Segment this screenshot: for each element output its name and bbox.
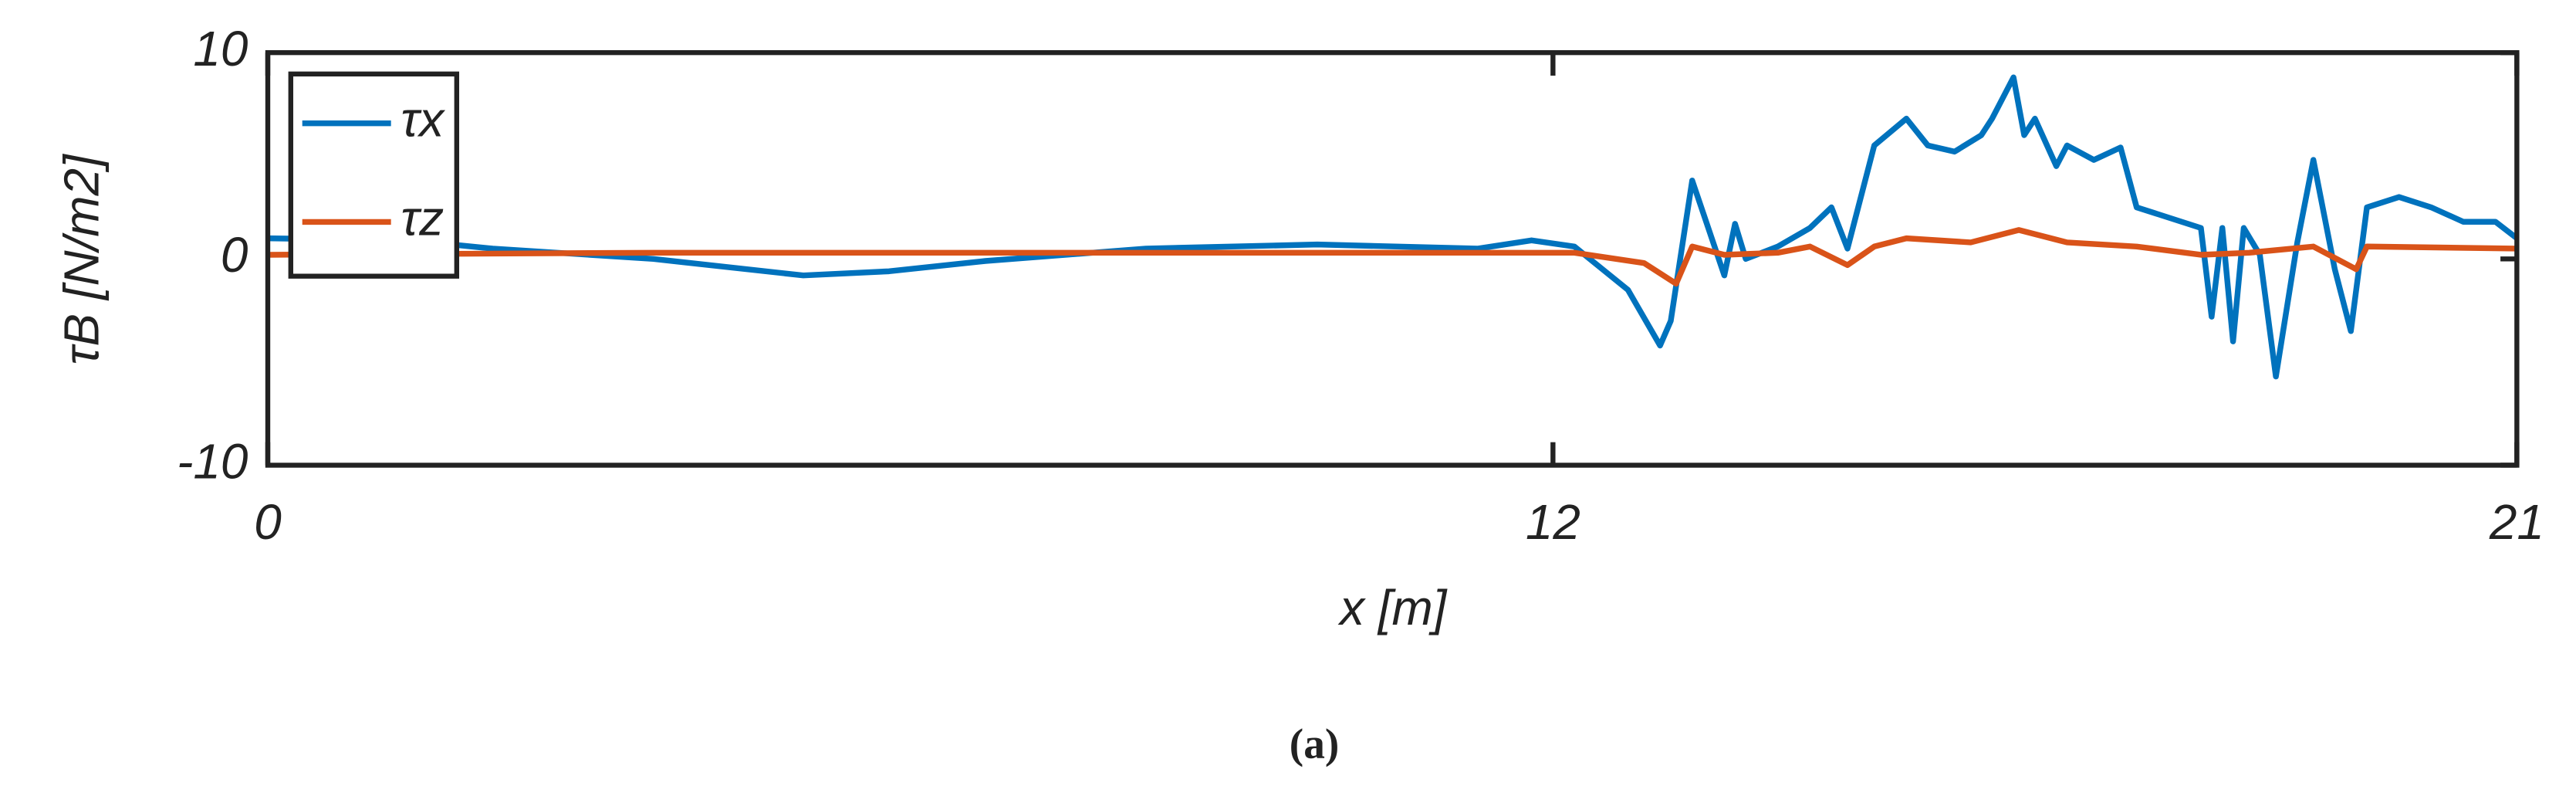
y-tick-label: 0 xyxy=(221,227,248,283)
x-tick-label: 12 xyxy=(1526,494,1580,550)
x-axis-label: x [m] xyxy=(1337,580,1448,635)
legend-box xyxy=(288,71,460,279)
x-tick-label: 0 xyxy=(254,494,282,550)
caption: (a) xyxy=(1290,720,1340,767)
y-tick-label: 10 xyxy=(193,21,248,76)
line-series xyxy=(267,227,2517,287)
x-tick-label: 21 xyxy=(2489,494,2544,550)
legend-label: τx xyxy=(401,92,445,147)
y-tick-label: -10 xyxy=(177,433,248,489)
legend-label: τz xyxy=(401,190,444,246)
line-series xyxy=(267,74,2519,380)
y-axis-label: τB [N/m2] xyxy=(54,154,110,365)
plot-frame xyxy=(265,49,2520,468)
